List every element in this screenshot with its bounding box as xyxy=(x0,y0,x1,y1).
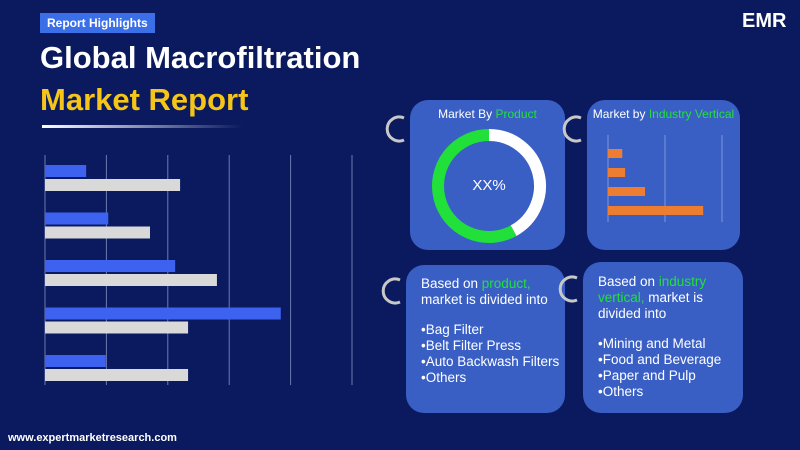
list: •Bag Filter •Belt Filter Press •Auto Backw… xyxy=(421,322,571,386)
list-item: •Paper and Pulp xyxy=(598,368,696,383)
arrow xyxy=(385,115,405,143)
bar xyxy=(45,274,217,286)
list-item: •Food and Beverage xyxy=(598,352,722,367)
panel-title: Market By Product xyxy=(410,107,565,121)
arrow-icons xyxy=(381,115,582,305)
list-item: •Others xyxy=(421,370,467,385)
bar xyxy=(608,187,646,196)
arrow xyxy=(381,277,401,305)
bar xyxy=(45,179,181,191)
badge: Report Highlights xyxy=(40,13,155,33)
text: Based on xyxy=(598,274,659,289)
panel xyxy=(583,262,743,413)
title: Global Macrofiltration xyxy=(40,40,361,75)
bar xyxy=(45,212,109,225)
list-item: •Bag Filter xyxy=(421,322,484,337)
highlight: Industry Vertical xyxy=(648,107,735,121)
center-label: XX% xyxy=(472,177,506,194)
donut-segment xyxy=(488,129,546,236)
title-underline xyxy=(42,125,242,128)
list-item: •Belt Filter Press xyxy=(421,338,521,353)
highlight: Product xyxy=(495,107,537,121)
arrow xyxy=(562,115,582,143)
text: Market By xyxy=(438,107,496,121)
footer: www.expertmarketresearch.com xyxy=(8,432,177,444)
bar xyxy=(45,260,176,272)
bar xyxy=(608,206,704,215)
panel xyxy=(406,265,565,413)
arrow xyxy=(558,275,578,303)
title: Market Report xyxy=(40,82,249,117)
bar xyxy=(45,307,281,320)
panel-text: Based on product, market is divided into… xyxy=(421,276,571,386)
list: •Mining and Metal •Food and Beverage •Pape… xyxy=(598,336,748,400)
logo: EMR xyxy=(742,10,787,32)
highlight: industry vertical, xyxy=(598,274,707,305)
text: Based on xyxy=(421,276,482,291)
text: market is divided into xyxy=(421,292,548,307)
intro: Based on product, market is divided into xyxy=(421,276,571,308)
bar xyxy=(45,369,189,381)
donut-segment xyxy=(432,129,517,243)
bar xyxy=(608,149,623,158)
text: market is divided into xyxy=(598,290,704,321)
text: Market by xyxy=(592,107,649,121)
intro: Based on industry vertical, market is di… xyxy=(598,274,748,322)
list-item: •Others xyxy=(598,384,644,399)
list-item: •Mining and Metal xyxy=(598,336,706,351)
bar xyxy=(45,226,150,239)
bar xyxy=(45,355,106,367)
panel-title: Market by Industry Vertical xyxy=(587,107,740,121)
list-item: •Auto Backwash Filters xyxy=(421,354,560,369)
bar xyxy=(45,321,189,334)
panel-text: Based on industry vertical, market is di… xyxy=(598,274,748,400)
bar xyxy=(608,168,626,177)
highlight: product, xyxy=(481,276,531,291)
bar xyxy=(45,165,87,177)
